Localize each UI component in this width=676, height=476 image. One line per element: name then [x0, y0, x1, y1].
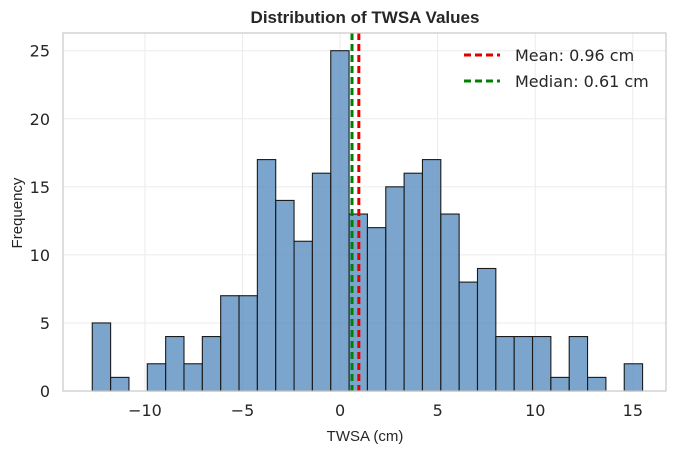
histogram-bar: [495, 336, 515, 392]
histogram-bar: [476, 267, 497, 392]
y-tick-label: 20: [30, 110, 50, 129]
histogram-bar: [165, 336, 185, 392]
legend-median-label: Median: 0.61 cm: [515, 72, 649, 91]
histogram-bar: [146, 363, 167, 392]
plot-frame: [62, 32, 667, 392]
histogram-bar: [275, 199, 295, 392]
histogram-bar: [366, 227, 387, 392]
histogram-bar: [330, 50, 350, 392]
y-tick-label: 0: [40, 382, 50, 401]
reference-lines: [350, 33, 361, 391]
legend-mean-label: Mean: 0.96 cm: [515, 46, 634, 65]
histogram-bar: [91, 322, 112, 392]
x-tick-label: −10: [128, 401, 162, 420]
x-tick-label: 10: [525, 401, 545, 420]
legend: Mean: 0.96 cm Median: 0.61 cm: [464, 46, 649, 91]
histogram-bar: [201, 336, 222, 392]
x-tick-label: −5: [231, 401, 255, 420]
histogram-bar: [311, 172, 332, 392]
histogram-bar: [458, 281, 479, 392]
histogram-bars: [91, 50, 644, 392]
y-tick-label: 5: [40, 314, 50, 333]
histogram-bar: [623, 363, 644, 392]
y-tick-label: 15: [30, 178, 50, 197]
histogram-bar: [256, 159, 277, 392]
histogram-bar: [421, 159, 442, 392]
histogram-bar: [513, 336, 534, 392]
y-tick-label: 25: [30, 42, 50, 61]
axis-ticks: −10 −5 0 5 10 15 0 5 10 15 20 25: [30, 42, 643, 420]
histogram-bar: [238, 295, 258, 392]
x-tick-label: 15: [623, 401, 643, 420]
x-tick-label: 0: [335, 401, 345, 420]
x-axis-label: TWSA (cm): [327, 428, 404, 445]
histogram-bar: [385, 186, 405, 392]
histogram-bar: [440, 213, 460, 392]
histogram-bar: [220, 295, 240, 392]
x-tick-label: 5: [433, 401, 443, 420]
y-axis-label: Frequency: [9, 177, 26, 248]
histogram-bar: [531, 336, 552, 392]
histogram-bar: [587, 376, 607, 392]
y-tick-label: 10: [30, 246, 50, 265]
histogram-bar: [568, 336, 589, 392]
histogram-bar: [403, 172, 424, 392]
histogram-bar: [550, 376, 570, 392]
histogram-bar: [293, 240, 313, 392]
histogram-bar: [110, 376, 130, 392]
chart-title: Distribution of TWSA Values: [251, 8, 480, 27]
histogram-bar: [183, 363, 203, 392]
